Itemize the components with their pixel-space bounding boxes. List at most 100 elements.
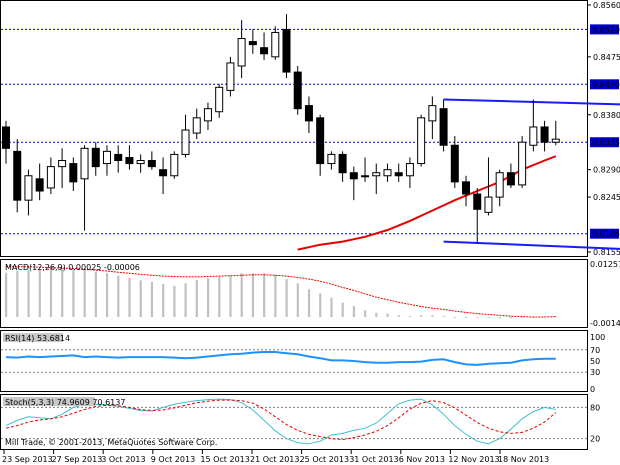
candle-body — [24, 175, 33, 201]
candle[interactable] — [372, 163, 381, 195]
level-label: 0.8335 — [592, 138, 620, 147]
candle[interactable] — [394, 163, 403, 182]
macd-signal-line — [5, 265, 556, 318]
candle-body — [293, 71, 302, 110]
time-tick-label: 25 Oct 2013 — [300, 455, 349, 464]
candle[interactable] — [529, 99, 538, 152]
rsi-tick-label: 70 — [590, 346, 600, 355]
candle[interactable] — [215, 84, 224, 118]
candle[interactable] — [203, 102, 212, 131]
candle[interactable] — [518, 136, 527, 188]
candle[interactable] — [170, 151, 179, 179]
candle[interactable] — [248, 29, 257, 54]
candle[interactable] — [282, 14, 291, 79]
candle[interactable] — [125, 145, 134, 170]
candle[interactable] — [540, 120, 549, 152]
macd-bar — [498, 317, 501, 319]
candle[interactable] — [102, 145, 111, 176]
time-tick-label: 15 Oct 2013 — [200, 455, 249, 464]
candle[interactable] — [58, 148, 67, 188]
stoch-main-line[interactable] — [5, 398, 556, 445]
macd-bar — [229, 275, 232, 318]
macd-bar — [27, 269, 30, 318]
candle[interactable] — [551, 120, 560, 146]
candle[interactable] — [450, 136, 459, 188]
candle-body — [304, 105, 313, 122]
candle[interactable] — [428, 96, 437, 140]
candle[interactable] — [35, 163, 44, 201]
candle[interactable] — [338, 151, 347, 182]
candle[interactable] — [192, 108, 201, 140]
candle[interactable] — [405, 157, 414, 188]
macd-bar — [509, 317, 513, 319]
macd-bar — [128, 277, 131, 318]
candle[interactable] — [361, 157, 370, 182]
candle[interactable] — [91, 142, 100, 176]
candle-body — [181, 129, 190, 155]
candle-body — [506, 172, 515, 186]
candle[interactable] — [181, 114, 190, 158]
candle[interactable] — [383, 163, 392, 182]
candle[interactable] — [237, 20, 246, 79]
price-pane[interactable] — [0, 0, 588, 257]
channel-lower-line[interactable] — [443, 240, 620, 251]
candle[interactable] — [159, 157, 168, 195]
candle-body — [540, 126, 549, 143]
rsi-pane[interactable] — [0, 330, 588, 392]
macd-bar — [72, 268, 75, 318]
time-tick-label: 21 Oct 2013 — [250, 455, 299, 464]
macd-bar — [195, 279, 198, 318]
candle[interactable] — [349, 166, 358, 201]
time-tick-label: 9 Oct 2013 — [151, 455, 195, 464]
level-label: 0.8185 — [592, 230, 620, 239]
candle[interactable] — [304, 96, 313, 134]
macd-pane[interactable] — [0, 259, 588, 328]
candle[interactable] — [260, 32, 269, 60]
candle[interactable] — [136, 154, 145, 173]
macd-bar — [341, 302, 344, 318]
candle[interactable] — [69, 157, 78, 192]
macd-bar — [453, 317, 456, 318]
candle[interactable] — [271, 26, 280, 60]
candle[interactable] — [462, 175, 471, 207]
macd-bar — [218, 276, 221, 318]
rsi-line[interactable] — [5, 351, 556, 366]
candle[interactable] — [484, 157, 493, 216]
candle-body — [136, 160, 145, 165]
candle-body — [349, 172, 358, 180]
macd-title: MACD(12,26,9) 0.00025 -0.00006 — [5, 263, 140, 272]
candle[interactable] — [13, 139, 22, 213]
channel-upper-line[interactable] — [443, 98, 620, 106]
candle-body — [91, 147, 100, 168]
candle[interactable] — [2, 120, 10, 164]
candle[interactable] — [417, 114, 426, 167]
candle[interactable] — [24, 169, 33, 216]
candle[interactable] — [316, 114, 325, 176]
macd-bar — [150, 282, 154, 318]
macd-bar — [162, 284, 165, 318]
level-label-bg — [590, 228, 619, 239]
candle[interactable] — [147, 151, 156, 170]
candle-body — [58, 160, 67, 168]
candle[interactable] — [506, 163, 515, 188]
price-tick-label: 0.8245 — [593, 193, 620, 202]
rsi-title-bg — [3, 333, 63, 342]
candle-body — [159, 169, 168, 177]
candle[interactable] — [226, 56, 235, 97]
candle-body — [2, 126, 10, 149]
candle[interactable] — [327, 151, 336, 170]
candle[interactable] — [495, 169, 504, 207]
time-tick-label: 6 Nov 2013 — [399, 455, 445, 464]
candle[interactable] — [473, 187, 482, 243]
candle[interactable] — [439, 99, 448, 152]
candle[interactable] — [293, 65, 302, 115]
macd-bar — [397, 315, 400, 318]
candle[interactable] — [114, 145, 123, 173]
stoch-pane[interactable] — [0, 394, 588, 450]
macd-bar — [16, 270, 19, 318]
candle[interactable] — [46, 157, 55, 195]
candle-body — [473, 193, 482, 210]
copyright-text: Mill Trade, © 2001-2013, MetaQuotes Soft… — [5, 438, 217, 447]
candle[interactable] — [80, 145, 89, 231]
